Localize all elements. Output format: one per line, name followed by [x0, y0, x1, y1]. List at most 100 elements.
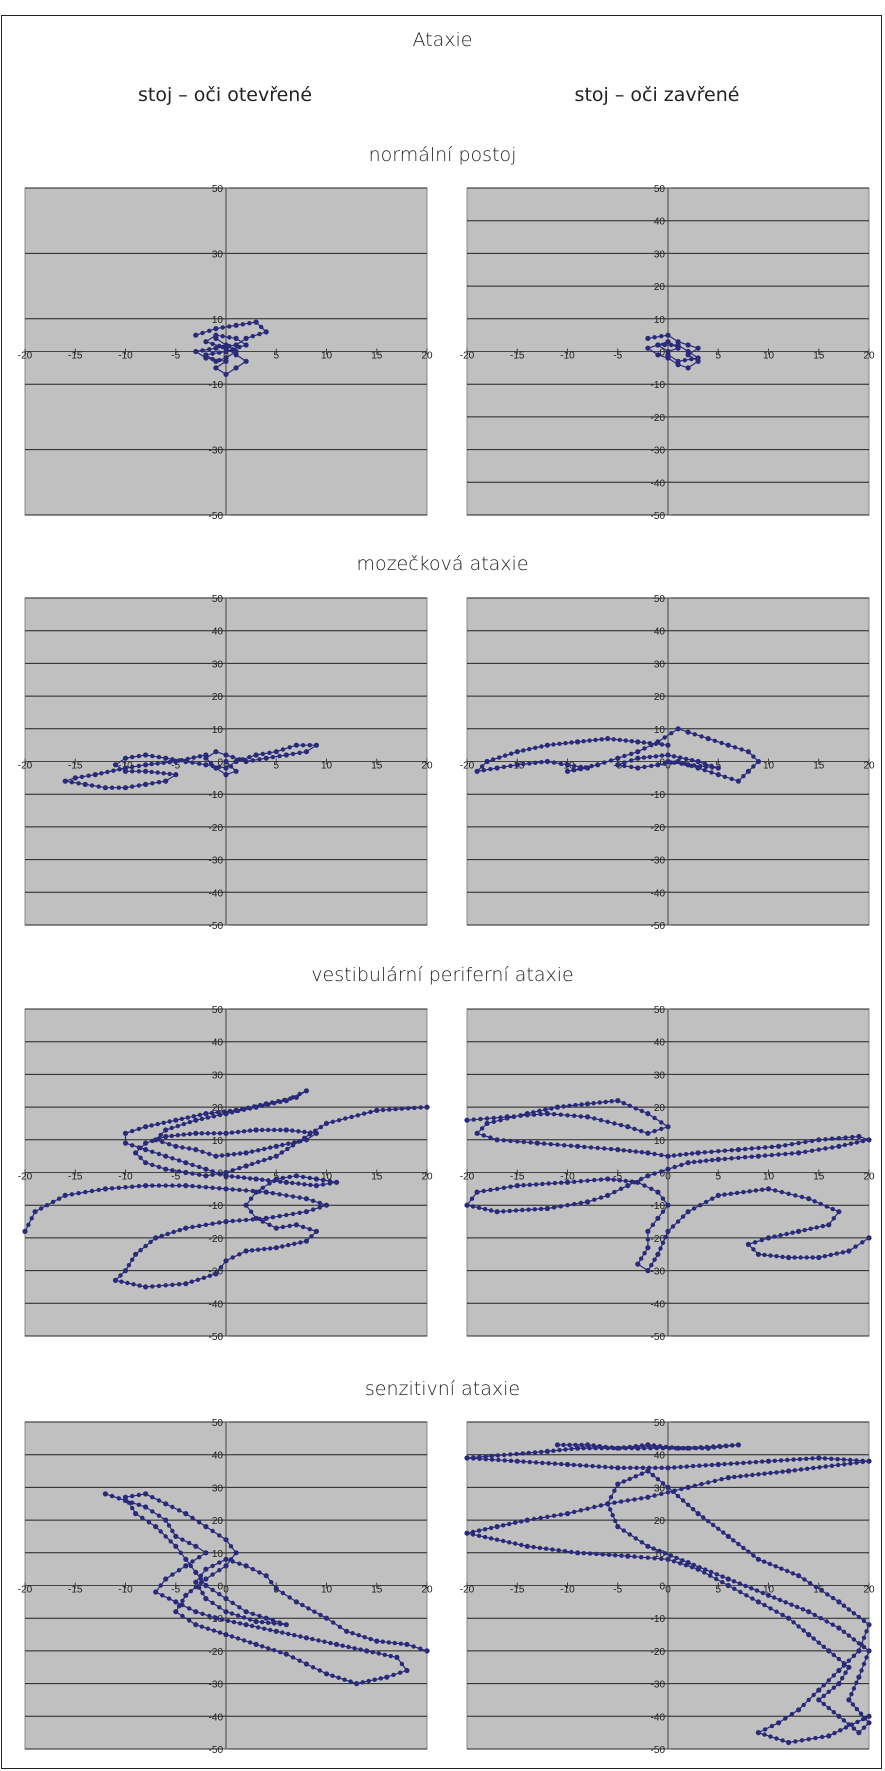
sway-point: [812, 1199, 817, 1204]
sway-point: [273, 1628, 279, 1634]
sway-point: [856, 1133, 862, 1140]
sway-point: [223, 752, 229, 758]
y-tick-label: 30: [654, 659, 666, 670]
x-tick-label: -5: [171, 1585, 180, 1596]
y-tick-label: -50: [651, 1332, 666, 1343]
sway-point: [494, 1209, 500, 1215]
y-tick-label: -20: [651, 1234, 666, 1245]
x-tick-label: 5: [715, 1172, 721, 1183]
sway-point: [203, 1222, 209, 1227]
y-tick-label: -20: [651, 823, 666, 834]
sway-point: [267, 1222, 272, 1227]
sway-point: [641, 755, 647, 760]
sway-point: [526, 1207, 531, 1212]
sway-point: [653, 1465, 658, 1470]
sway-point: [300, 1224, 306, 1230]
sway-point: [307, 743, 312, 748]
sway-point: [290, 1143, 296, 1148]
sway-point: [796, 1573, 802, 1579]
sway-point: [714, 1572, 719, 1577]
sway-point: [136, 763, 142, 769]
sway-point: [358, 1647, 363, 1652]
sway-point: [317, 1205, 322, 1210]
sway-point: [513, 1541, 518, 1546]
sway-point: [488, 1536, 494, 1541]
sway-point: [297, 1210, 302, 1215]
sway-point: [130, 1505, 135, 1511]
sway-point: [243, 358, 249, 364]
sway-point: [260, 1185, 265, 1190]
sway-point: [150, 1138, 155, 1144]
sway-point: [575, 1445, 581, 1451]
sway-point: [320, 1182, 326, 1187]
sway-point: [712, 1478, 718, 1484]
sway-point: [190, 760, 195, 765]
sway-point: [578, 1200, 584, 1206]
sway-point: [783, 1143, 788, 1148]
sway-point: [257, 331, 262, 337]
sway-point: [230, 1187, 235, 1192]
sway-point: [649, 1186, 654, 1191]
sway-point: [399, 1106, 405, 1111]
sway-point: [625, 1498, 630, 1503]
sway-point: [659, 1491, 664, 1497]
sway-point: [796, 1150, 802, 1156]
sway-point: [581, 1446, 586, 1451]
sway-point: [308, 1182, 313, 1188]
sway-point: [633, 1474, 638, 1479]
sway-point: [840, 1250, 846, 1255]
x-tick-label: -20: [460, 761, 475, 772]
sway-point: [609, 1465, 614, 1470]
sway-point: [689, 356, 694, 362]
x-tick-label: 0: [665, 1585, 671, 1596]
sway-point: [183, 1183, 189, 1189]
sway-point: [639, 1555, 644, 1560]
sway-point: [665, 1153, 671, 1159]
x-tick-label: -15: [68, 761, 83, 772]
sway-point: [546, 1461, 551, 1466]
sway-point: [163, 755, 169, 761]
sway-point: [800, 1607, 806, 1612]
sway-point: [635, 755, 641, 761]
sway-point: [741, 1545, 746, 1551]
sway-point: [303, 1635, 309, 1641]
sway-point: [501, 1138, 506, 1143]
y-tick-label: 20: [654, 692, 666, 703]
sway-point: [760, 1590, 765, 1596]
sway-point: [284, 1193, 289, 1198]
y-tick-label: 40: [212, 1451, 224, 1462]
sway-point: [313, 1176, 319, 1182]
sway-point: [832, 1730, 837, 1736]
y-tick-label: -40: [209, 888, 224, 899]
sway-point: [161, 760, 166, 765]
sway-point: [156, 780, 162, 785]
sway-point: [280, 1630, 285, 1635]
sway-point: [734, 1461, 740, 1466]
sway-point: [183, 1169, 189, 1176]
sway-point: [665, 1124, 671, 1130]
sway-point: [675, 1493, 681, 1499]
sway-point: [62, 778, 68, 784]
sway-point: [830, 1595, 836, 1601]
sway-point: [652, 1115, 657, 1121]
sway-point: [263, 1615, 269, 1621]
sway-point: [697, 1463, 702, 1468]
sway-point: [130, 764, 135, 770]
sway-point: [655, 1189, 661, 1195]
sway-point: [260, 1644, 265, 1649]
sway-point: [762, 1732, 767, 1737]
sway-point: [102, 785, 108, 791]
sway-point: [235, 1129, 241, 1135]
sway-point: [836, 1713, 842, 1719]
sway-point: [322, 1639, 327, 1644]
sway-point: [143, 1147, 149, 1153]
sway-point: [233, 365, 239, 371]
sway-point: [594, 1551, 599, 1557]
sway-point: [765, 1235, 772, 1241]
sway-point: [366, 1678, 371, 1684]
sway-point: [834, 1251, 839, 1256]
sway-point: [231, 1619, 237, 1625]
sway-point: [690, 1507, 696, 1512]
sway-point: [278, 1650, 283, 1655]
sway-point: [735, 1442, 741, 1448]
